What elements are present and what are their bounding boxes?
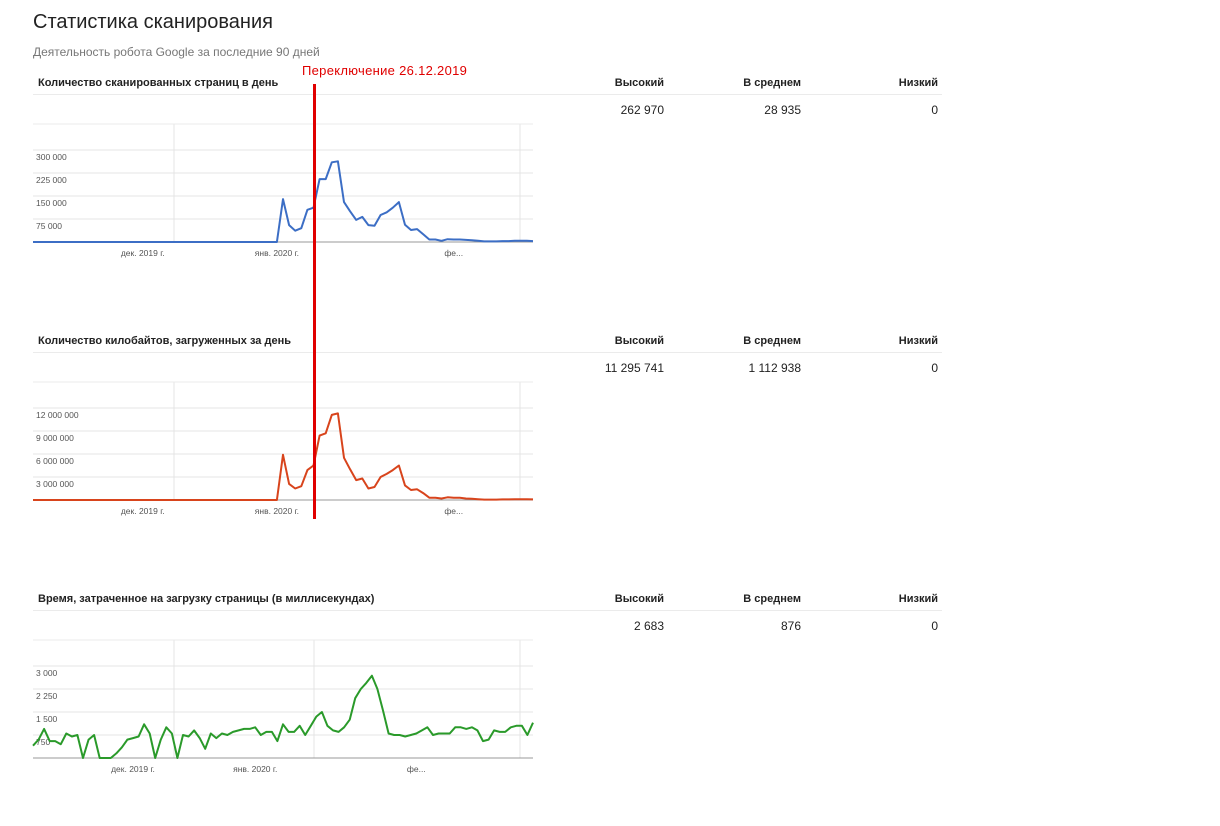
y-tick-label: 150 000: [36, 198, 67, 208]
x-tick-label: дек. 2019 г.: [111, 764, 155, 774]
stat-high: 11 295 741: [604, 361, 664, 375]
x-tick-label: фе...: [444, 248, 463, 258]
col-high-header: Высокий: [614, 593, 664, 605]
chart-title: Время, затраченное на загрузку страницы …: [38, 593, 375, 605]
x-tick-label: фе...: [407, 764, 426, 774]
crawled-pages-section: Количество сканированных страниц в день …: [33, 72, 942, 258]
x-tick-label: фе...: [444, 506, 463, 516]
col-low-header: Низкий: [898, 335, 938, 347]
y-tick-label: 75 000: [36, 221, 62, 231]
page-subtitle: Деятельность робота Google за последние …: [33, 45, 320, 59]
col-high-header: Высокий: [614, 77, 664, 89]
x-tick-label: янв. 2020 г.: [233, 764, 277, 774]
col-high-header: Высокий: [614, 335, 664, 347]
stat-high: 2 683: [633, 619, 664, 633]
series-line: [33, 412, 534, 501]
section-header: Количество сканированных страниц в день …: [33, 72, 942, 95]
series-line: [32, 674, 534, 759]
stat-avg: 28 935: [764, 103, 801, 117]
stat-avg: 1 112 938: [748, 361, 802, 375]
x-tick-label: янв. 2020 г.: [255, 506, 299, 516]
y-tick-label: 12 000 000: [36, 410, 79, 420]
stat-low: 0: [931, 361, 938, 375]
load-time-section: Время, затраченное на загрузку страницы …: [32, 588, 942, 774]
page-title: Статистика сканирования: [33, 11, 273, 33]
y-tick-label: 9 000 000: [36, 433, 74, 443]
col-low-header: Низкий: [898, 77, 938, 89]
kilobytes-chart: 3 000 000 6 000 000 9 000 000 12 000 000 дек…: [33, 381, 534, 516]
y-tick-label: 2 250: [36, 691, 58, 701]
y-tick-label: 3 000 000: [36, 479, 74, 489]
kilobytes-section: Количество килобайтов, загруженных за де…: [33, 330, 942, 516]
y-tick-label: 6 000 000: [36, 456, 74, 466]
stat-high: 262 970: [620, 103, 664, 117]
y-tick-label: 3 000: [36, 668, 58, 678]
stat-low: 0: [931, 103, 938, 117]
section-header: Количество килобайтов, загруженных за де…: [33, 330, 942, 353]
y-tick-label: 1 500: [36, 714, 58, 724]
chart-title: Количество килобайтов, загруженных за де…: [38, 335, 291, 347]
col-avg-header: В среднем: [743, 593, 801, 605]
stat-low: 0: [931, 619, 938, 633]
chart-title: Количество сканированных страниц в день: [38, 77, 279, 89]
crawled-pages-chart: 75 000 150 000 225 000 300 000 дек. 2019 г. я…: [33, 123, 534, 258]
section-header: Время, затраченное на загрузку страницы …: [33, 588, 942, 611]
col-avg-header: В среднем: [743, 335, 801, 347]
stat-avg: 876: [780, 619, 801, 633]
y-tick-label: 750: [36, 737, 50, 747]
col-avg-header: В среднем: [743, 77, 801, 89]
col-low-header: Низкий: [898, 593, 938, 605]
x-tick-label: дек. 2019 г.: [121, 506, 165, 516]
y-tick-label: 300 000: [36, 152, 67, 162]
switch-marker-label: Переключение 26.12.2019: [302, 63, 468, 78]
x-tick-label: дек. 2019 г.: [121, 248, 165, 258]
load-time-chart: 750 1 500 2 250 3 000 дек. 2019 г. янв. 2020 …: [32, 639, 534, 774]
switch-marker-line: [313, 84, 316, 519]
y-tick-label: 225 000: [36, 175, 67, 185]
x-tick-label: янв. 2020 г.: [255, 248, 299, 258]
series-line: [33, 160, 534, 243]
